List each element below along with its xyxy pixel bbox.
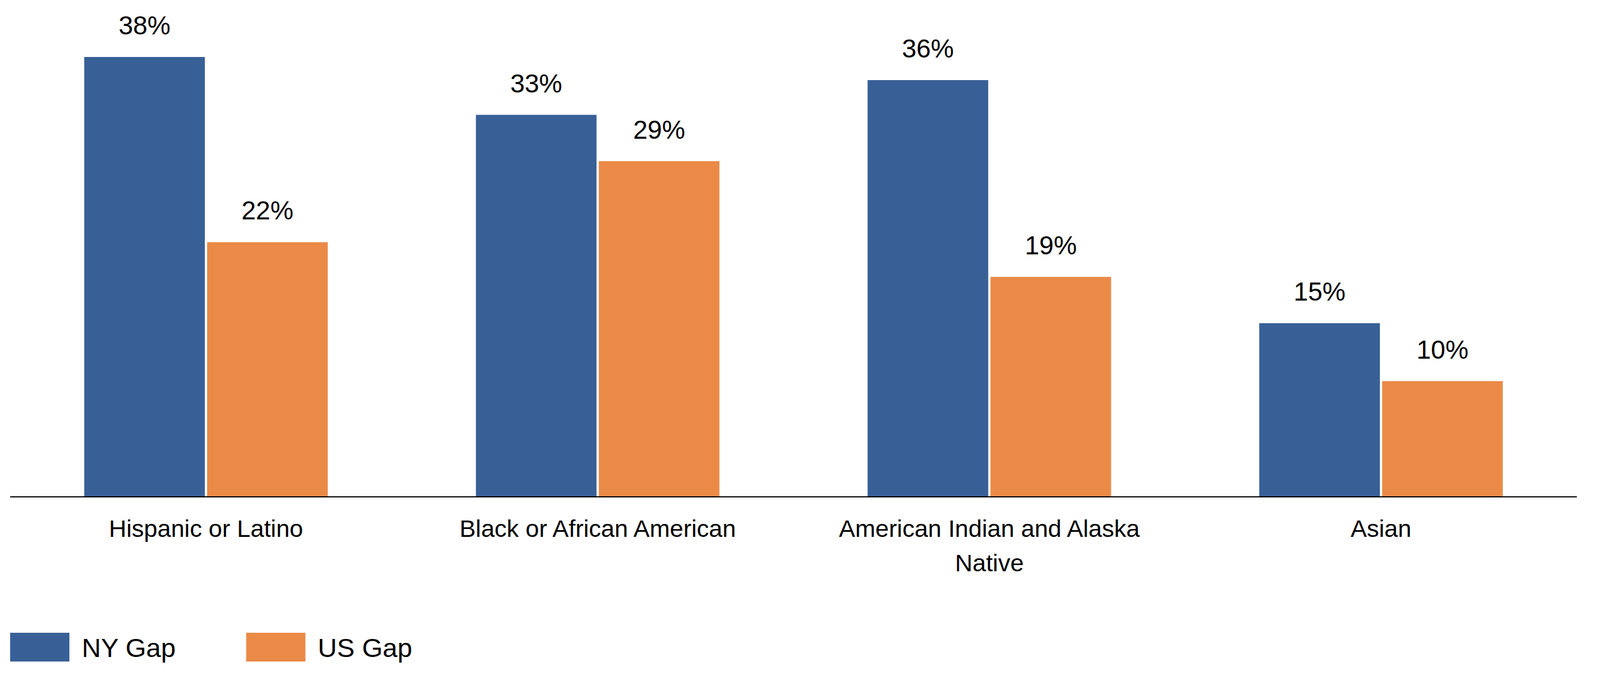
data-label: 29% xyxy=(633,115,685,145)
x-tick-label: Hispanic or Latino xyxy=(108,515,303,543)
bar xyxy=(1259,323,1380,498)
x-tick-label-line: Asian xyxy=(1350,515,1412,543)
chart: 38% 22% 33% 29% 36% 19% 15% 10% Hispanic or Lati… xyxy=(0,0,1600,679)
data-label: 19% xyxy=(1025,230,1078,261)
legend-swatch xyxy=(10,633,70,662)
data-label: 38% xyxy=(118,10,171,41)
legend-label: US Gap xyxy=(317,633,412,663)
data-label: 15% xyxy=(1293,277,1346,307)
bar xyxy=(84,56,205,498)
data-label: 33% xyxy=(510,68,562,99)
legend: NY Gap US Gap xyxy=(10,633,413,663)
legend-swatch xyxy=(245,633,306,662)
x-tick-label-line: American Indian and Alaska xyxy=(838,515,1140,543)
bar xyxy=(1382,381,1503,498)
bar xyxy=(476,115,597,498)
bar xyxy=(207,242,328,498)
data-label: 10% xyxy=(1416,335,1469,365)
x-tick-label: Asian xyxy=(1350,515,1412,543)
x-axis-line xyxy=(10,496,1577,498)
x-tick-label-line: Native xyxy=(955,549,1024,577)
data-labels: 38% 22% 33% 29% 36% 19% 15% 10% xyxy=(118,10,1469,365)
bar xyxy=(598,161,720,498)
bars xyxy=(84,56,1503,498)
x-tick-label: American Indian and Alaska Native xyxy=(838,515,1140,577)
x-tick-label-line: Black or African American xyxy=(459,515,736,543)
legend-label: NY Gap xyxy=(81,633,176,663)
bar xyxy=(990,277,1112,498)
bar xyxy=(867,80,989,498)
x-tick-label: Black or African American xyxy=(459,515,736,543)
data-label: 22% xyxy=(241,195,294,226)
data-label: 36% xyxy=(902,33,955,64)
x-tick-label-line: Hispanic or Latino xyxy=(108,515,303,543)
